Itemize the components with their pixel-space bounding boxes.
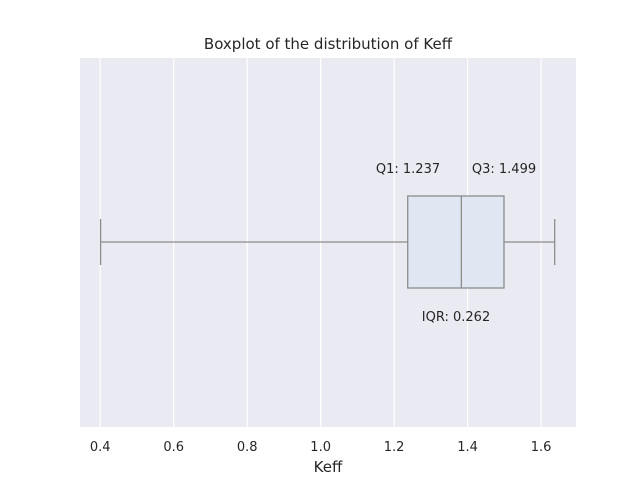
boxplot	[99, 195, 556, 289]
chart-title: Boxplot of the distribution of Keff	[204, 35, 453, 53]
q1-annotation: Q1: 1.237	[376, 162, 440, 177]
q3-annotation: Q3: 1.499	[472, 162, 536, 177]
x-tick-label-1.6: 1.6	[531, 440, 552, 455]
x-tick-label-1.2: 1.2	[384, 440, 405, 455]
x-axis-ticks: 0.4 0.6 0.8 1.0 1.2 1.4 1.6	[90, 440, 552, 455]
iqr-annotation: IQR: 0.262	[422, 310, 490, 325]
x-tick-label-1.4: 1.4	[457, 440, 478, 455]
x-tick-label-0.8: 0.8	[237, 440, 258, 455]
x-tick-label-1.0: 1.0	[310, 440, 331, 455]
x-tick-label-0.4: 0.4	[90, 440, 111, 455]
iqr-box	[407, 195, 505, 289]
x-axis-label: Keff	[314, 458, 343, 476]
x-tick-label-0.6: 0.6	[163, 440, 184, 455]
